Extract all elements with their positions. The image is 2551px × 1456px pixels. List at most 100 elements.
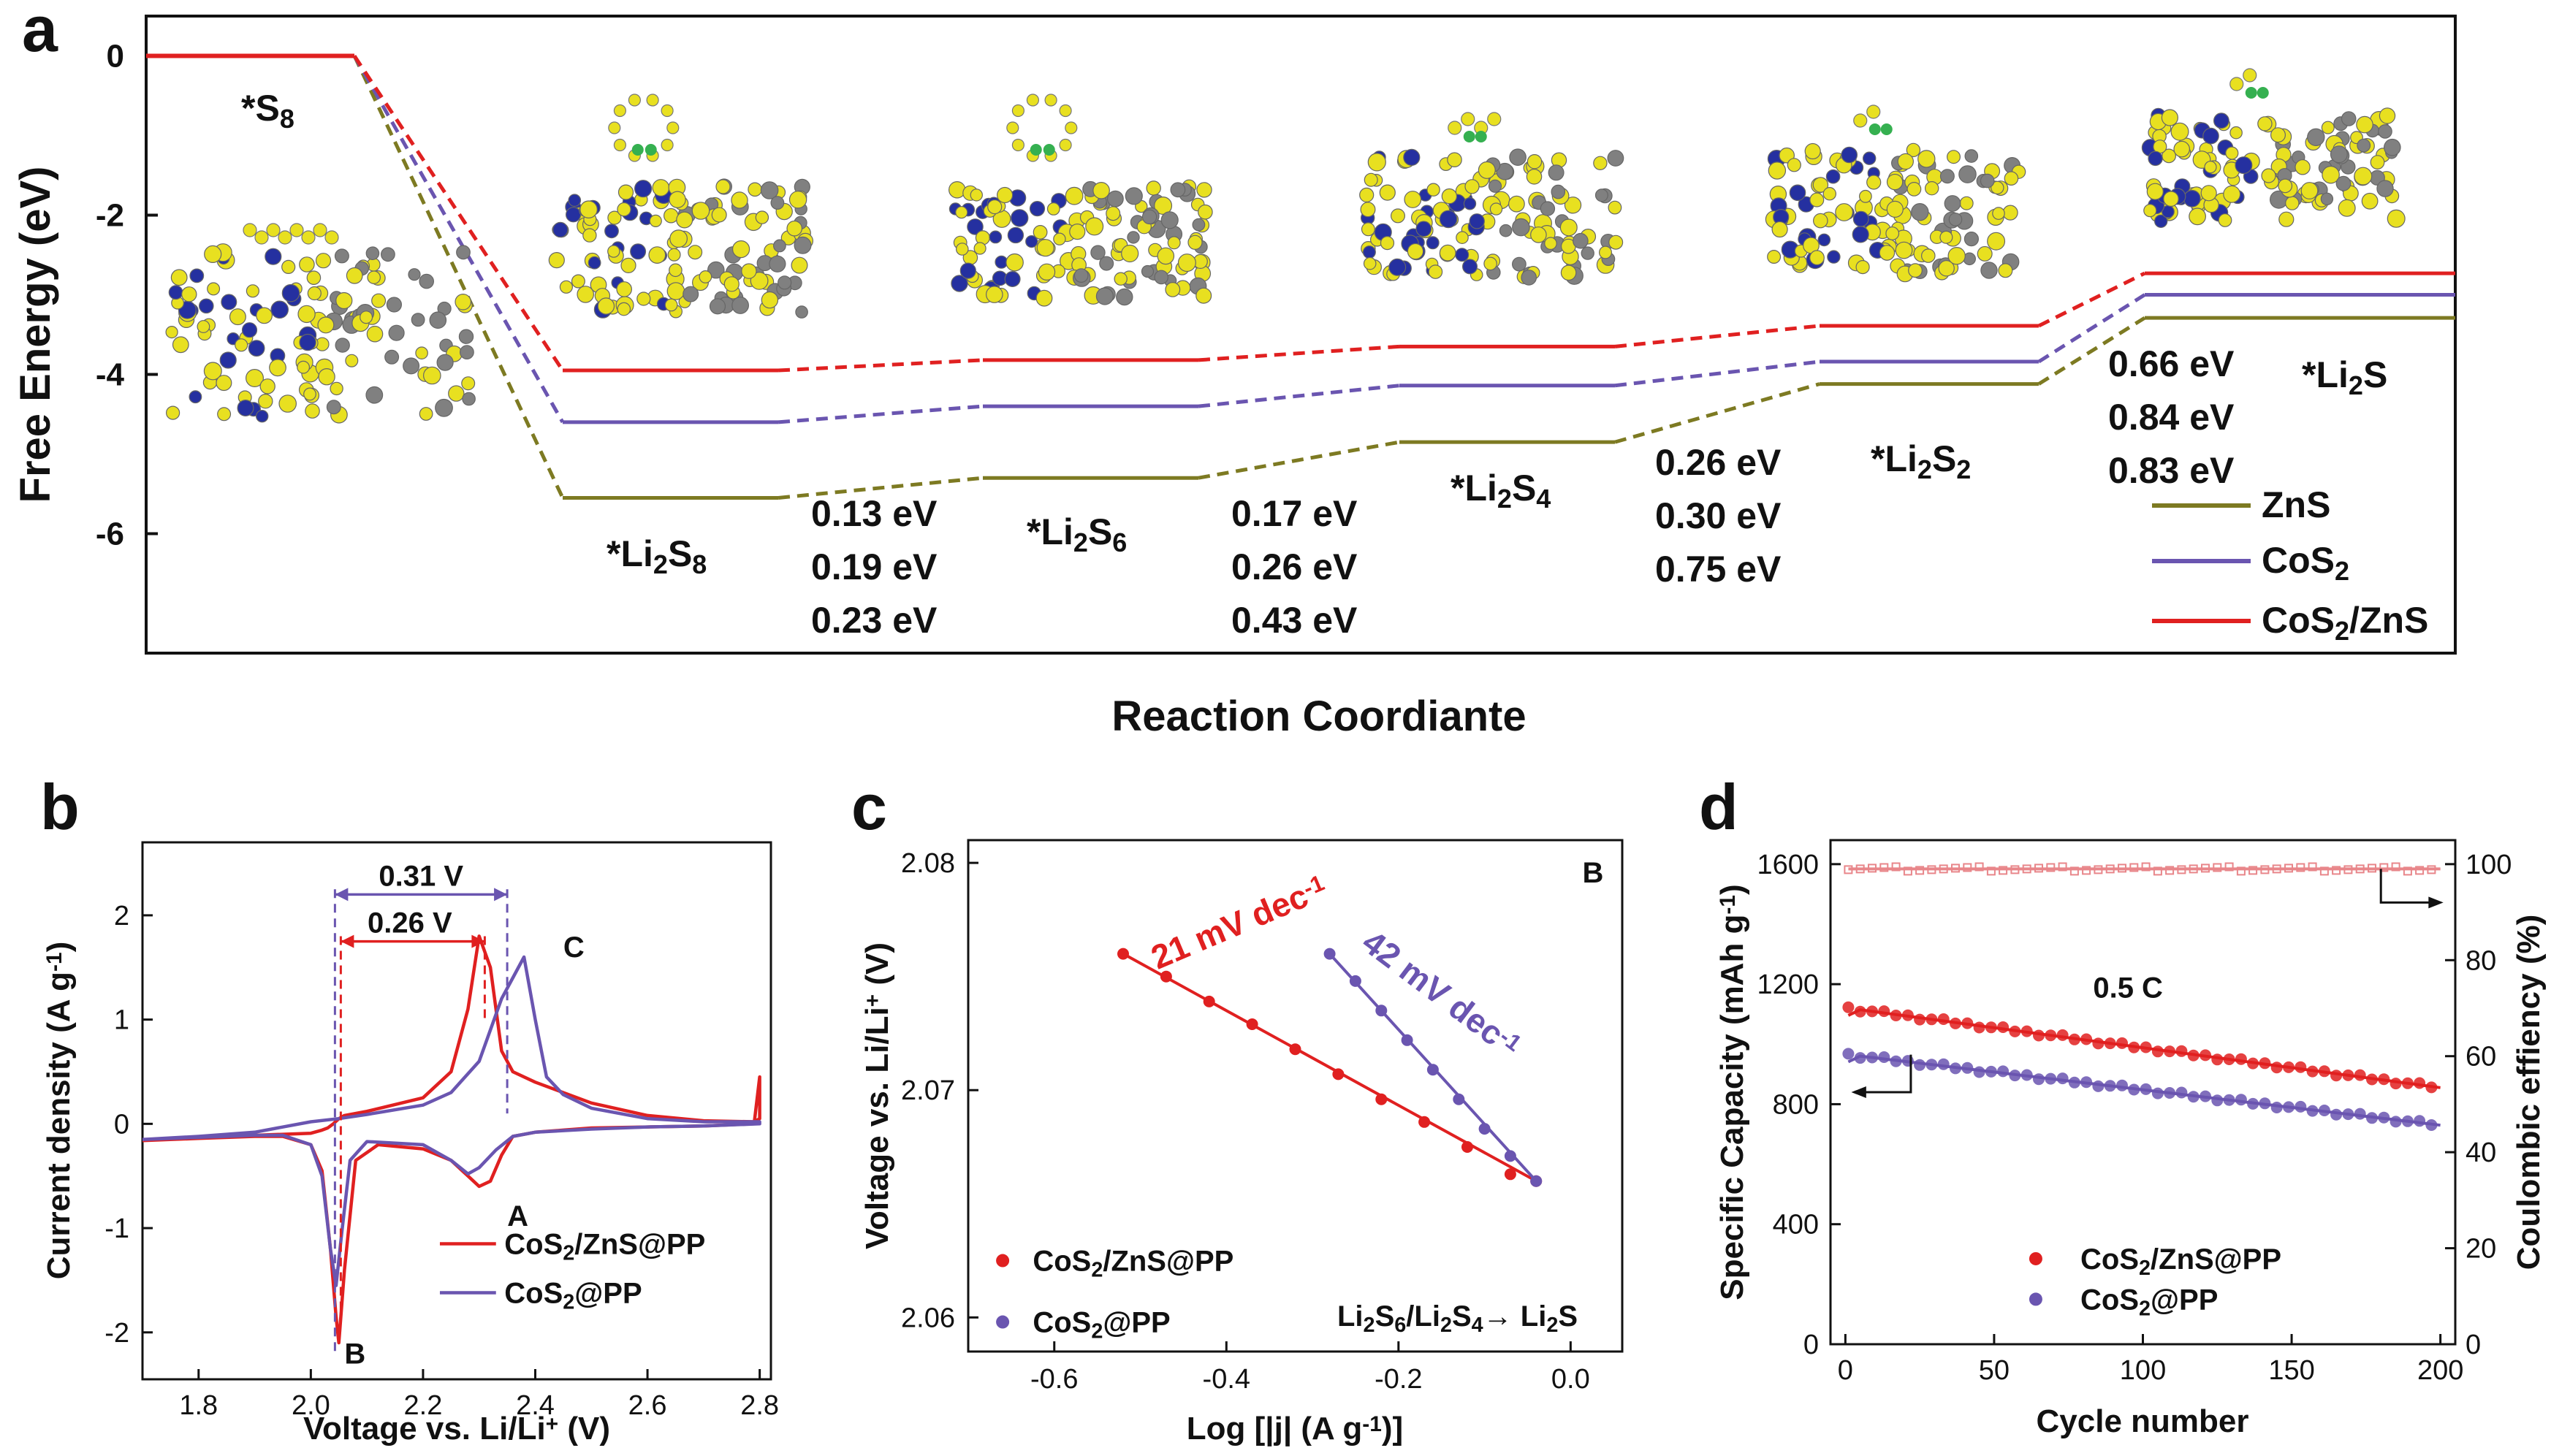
- circle-atom: [1441, 188, 1458, 205]
- panel-d-xtick-label: 200: [2417, 1355, 2463, 1386]
- circle-atom: [299, 333, 316, 351]
- circle-atom: [748, 182, 762, 197]
- panel-c-data-point: [1461, 1141, 1473, 1153]
- panel-c-reaction-label-sub: 4: [1472, 1314, 1483, 1337]
- circle-atom: [2235, 156, 2253, 175]
- panel-c-xtick-label: -0.2: [1375, 1364, 1422, 1395]
- panel-d-efficiency-marker: [2141, 862, 2151, 872]
- circle-atom: [630, 243, 647, 260]
- circle-atom: [1059, 104, 1072, 118]
- panel-letter-d: d: [1699, 771, 1738, 843]
- circle-atom: [1090, 245, 1106, 260]
- circle-atom: [1879, 245, 1896, 261]
- circle-atom: [1403, 148, 1421, 166]
- panel-d-ytick-label: 1600: [1757, 850, 1819, 880]
- panel-d-capacity-marker: [2116, 1037, 2128, 1049]
- panel-c-data-point: [1504, 1168, 1516, 1181]
- circle-atom: [278, 395, 297, 413]
- circle-atom: [607, 210, 622, 225]
- panel-d-capacity-marker: [2283, 1101, 2295, 1113]
- panel-a-structure: [548, 94, 813, 319]
- circle-atom: [2341, 111, 2357, 126]
- circle-atom: [791, 256, 808, 274]
- panel-d-legend-marker: [2029, 1251, 2042, 1265]
- panel-a-step-label-part: *Li: [2302, 354, 2349, 395]
- circle-atom: [2361, 192, 2379, 210]
- circle-atom: [2173, 140, 2190, 158]
- panel-d-capacity-marker: [1890, 1055, 1902, 1067]
- circle-atom: [189, 390, 202, 404]
- circle-atom: [772, 239, 786, 253]
- circle-atom: [770, 196, 785, 210]
- panel-c-legend-marker: [996, 1254, 1010, 1268]
- panel-c-xlabel-part: Log [|j| (A g: [1187, 1411, 1362, 1447]
- panel-d-capacity-marker: [2033, 1029, 2045, 1042]
- panel-d-capacity-marker: [2128, 1083, 2140, 1096]
- circle-atom: [1880, 123, 1893, 135]
- panel-c-reaction-label-sub: 2: [1546, 1314, 1558, 1337]
- circle-atom: [588, 256, 601, 270]
- circle-atom: [419, 273, 434, 289]
- circle-atom: [326, 400, 341, 415]
- circle-atom: [237, 399, 254, 416]
- circle-atom: [1046, 202, 1060, 216]
- panel-d-capacity-marker: [2045, 1029, 2057, 1042]
- panel-d-efficiency-marker: [2046, 863, 2056, 872]
- panel-a-step-label-sub: 2: [1917, 454, 1932, 484]
- circle-atom: [2338, 199, 2356, 217]
- circle-atom: [987, 199, 1003, 215]
- circle-atom: [699, 270, 712, 283]
- panel-c-ylabel: Voltage vs. Li/Li+ (V): [859, 942, 895, 1249]
- panel-a-transition: [352, 55, 565, 499]
- circle-atom: [795, 305, 808, 319]
- circle-atom: [1073, 268, 1089, 283]
- circle-atom: [2257, 116, 2273, 132]
- circle-atom: [2278, 211, 2295, 227]
- panel-c-data-point: [1530, 1175, 1543, 1187]
- circle-atom: [258, 394, 273, 409]
- circle-atom: [1359, 187, 1375, 202]
- circle-atom: [1809, 192, 1825, 207]
- circle-atom: [256, 307, 273, 324]
- circle-atom: [1855, 260, 1870, 275]
- circle-atom: [688, 245, 703, 260]
- panel-b-xlabel-sup: +: [546, 1412, 558, 1436]
- panel-a-transition: [1614, 359, 1820, 388]
- circle-atom: [168, 285, 183, 300]
- panel-a-barrier-value: 0.84 eV: [2108, 397, 2235, 438]
- circle-atom: [1360, 202, 1376, 218]
- panel-a-ytick-label: -2: [96, 198, 124, 234]
- circle-atom: [198, 298, 214, 314]
- circle-atom: [617, 202, 631, 217]
- panel-d-efficiency-marker: [2343, 865, 2353, 874]
- circle-atom: [1852, 210, 1869, 227]
- panel-d-ylabel-sup: -1: [1716, 895, 1740, 915]
- circle-atom: [301, 230, 316, 245]
- circle-atom: [1455, 248, 1470, 262]
- panel-d-capacity-marker: [2306, 1105, 2319, 1117]
- circle-atom: [297, 360, 311, 374]
- circle-atom: [1939, 230, 1953, 244]
- circle-atom: [1483, 256, 1497, 271]
- circle-atom: [645, 144, 657, 156]
- panel-d-efficiency-marker: [2105, 864, 2115, 874]
- panel-a-step-label: *Li2S8: [607, 533, 707, 579]
- panel-d-efficiency-marker: [1999, 866, 2008, 875]
- panel-a-step-label: *Li2S: [2302, 354, 2387, 400]
- circle-atom: [1947, 247, 1966, 265]
- panel-a-barrier-value: 0.17 eV: [1231, 493, 1358, 534]
- panel-d-efficiency-marker: [1915, 866, 1925, 875]
- panel-a-structure: [165, 223, 476, 424]
- circle-atom: [663, 207, 679, 224]
- panel-d-capacity-marker: [2033, 1073, 2045, 1086]
- circle-atom: [2300, 182, 2319, 199]
- panel-d-capacity-marker: [1997, 1065, 2010, 1078]
- panel-c-slope-label-part: 21 mV dec: [1146, 877, 1314, 977]
- panel-d-capacity-marker: [2068, 1076, 2080, 1089]
- panel-c-slope-label-part: 42 mV dec: [1356, 923, 1511, 1053]
- panel-a-legend-label-part: CoS: [2262, 540, 2335, 581]
- panel-d-capacity-marker: [1937, 1058, 1950, 1070]
- panel-c-xtick-label: -0.6: [1030, 1364, 1078, 1395]
- panel-d-efficiency-marker: [2308, 862, 2317, 872]
- panel-c-legend-label-part: @PP: [1103, 1307, 1170, 1339]
